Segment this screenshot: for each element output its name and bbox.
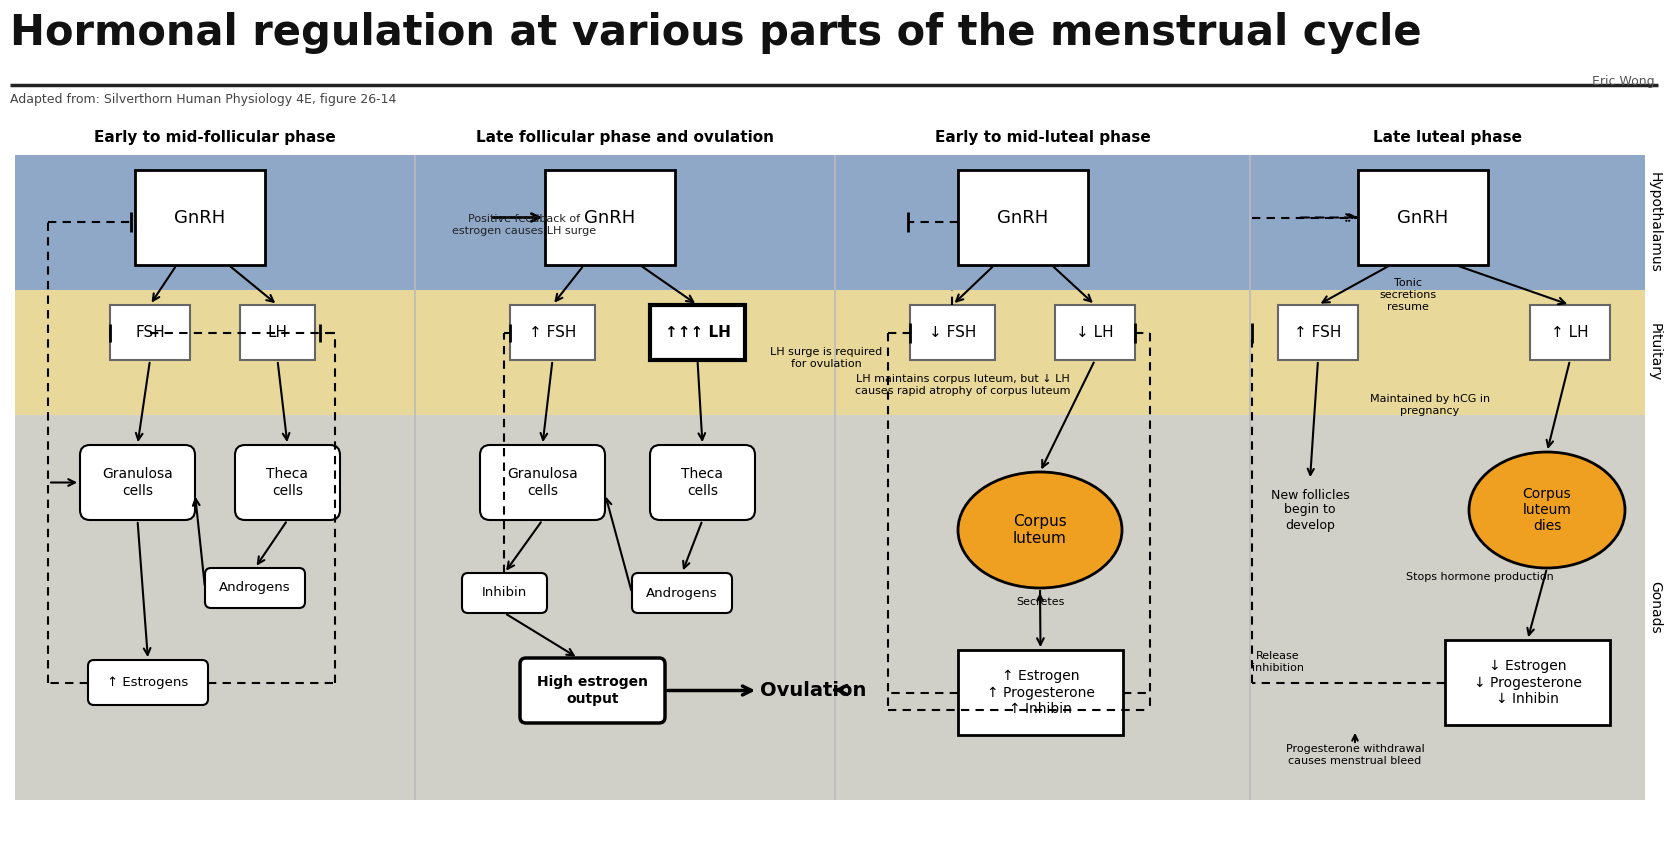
Text: Androgens: Androgens	[646, 586, 717, 600]
Text: Hypothalamus: Hypothalamus	[1648, 172, 1661, 272]
Bar	[15, 155, 1645, 290]
FancyBboxPatch shape	[235, 445, 340, 520]
Text: Androgens: Androgens	[219, 581, 290, 595]
Text: Granulosa
cells: Granulosa cells	[102, 468, 173, 498]
Text: New follicles
begin to
develop: New follicles begin to develop	[1271, 489, 1349, 532]
Bar	[240, 305, 315, 360]
Text: FSH: FSH	[135, 325, 165, 340]
Text: ↑ LH: ↑ LH	[1551, 325, 1590, 340]
Bar	[110, 305, 190, 360]
Text: ↑ FSH: ↑ FSH	[1294, 325, 1341, 340]
FancyBboxPatch shape	[80, 445, 195, 520]
Text: Eric Wong: Eric Wong	[1593, 75, 1655, 88]
Text: Granulosa
cells: Granulosa cells	[507, 468, 577, 498]
Text: Early to mid-follicular phase: Early to mid-follicular phase	[93, 130, 335, 145]
Text: ↑ Estrogen
↑ Progesterone
↑ Inhibin: ↑ Estrogen ↑ Progesterone ↑ Inhibin	[986, 669, 1094, 716]
Text: ↓ Estrogen
↓ Progesterone
↓ Inhibin: ↓ Estrogen ↓ Progesterone ↓ Inhibin	[1473, 659, 1581, 706]
Bar	[957, 650, 1123, 735]
FancyBboxPatch shape	[205, 568, 305, 608]
Text: LH surge is required
for ovulation: LH surge is required for ovulation	[771, 347, 882, 369]
Text: Maintained by hCG in
pregnancy: Maintained by hCG in pregnancy	[1369, 394, 1490, 415]
Text: Release
inhibition: Release inhibition	[1253, 651, 1304, 673]
Bar	[1054, 305, 1134, 360]
Text: ↑↑↑ LH: ↑↑↑ LH	[664, 325, 731, 340]
Text: Theca
cells: Theca cells	[267, 468, 309, 498]
Text: GnRH: GnRH	[175, 209, 225, 226]
Bar	[1530, 305, 1610, 360]
FancyBboxPatch shape	[520, 658, 666, 723]
Ellipse shape	[1470, 452, 1625, 568]
Bar	[911, 305, 996, 360]
Text: LH maintains corpus luteum, but ↓ LH
causes rapid atrophy of corpus luteum: LH maintains corpus luteum, but ↓ LH cau…	[856, 374, 1071, 396]
Text: Late luteal phase: Late luteal phase	[1373, 130, 1521, 145]
Bar	[651, 305, 746, 360]
FancyBboxPatch shape	[88, 660, 208, 705]
Text: ↑ Estrogens: ↑ Estrogens	[107, 676, 188, 689]
Text: GnRH: GnRH	[1398, 209, 1448, 226]
Text: ↓ LH: ↓ LH	[1076, 325, 1114, 340]
Text: Corpus
luteum
dies: Corpus luteum dies	[1523, 487, 1571, 533]
Text: Corpus
luteum: Corpus luteum	[1012, 514, 1068, 546]
FancyBboxPatch shape	[462, 573, 547, 613]
Bar	[957, 170, 1088, 265]
Text: Late follicular phase and ovulation: Late follicular phase and ovulation	[475, 130, 774, 145]
Bar	[15, 290, 1645, 415]
Text: High estrogen
output: High estrogen output	[537, 675, 647, 706]
Text: Secretes: Secretes	[1016, 597, 1064, 607]
Text: ↓ FSH: ↓ FSH	[929, 325, 976, 340]
Text: LH: LH	[267, 325, 287, 340]
Text: Inhibin: Inhibin	[482, 586, 527, 600]
Bar	[15, 415, 1645, 800]
Text: GnRH: GnRH	[584, 209, 636, 226]
Bar	[510, 305, 595, 360]
FancyBboxPatch shape	[651, 445, 756, 520]
Text: Gonads: Gonads	[1648, 581, 1661, 634]
Text: Ovulation: Ovulation	[761, 680, 866, 700]
Text: Pituitary: Pituitary	[1648, 324, 1661, 382]
Bar	[1358, 170, 1488, 265]
Bar	[1278, 305, 1358, 360]
Ellipse shape	[957, 472, 1123, 588]
Text: Positive feedback of
estrogen causes LH surge: Positive feedback of estrogen causes LH …	[452, 214, 595, 235]
Text: Hormonal regulation at various parts of the menstrual cycle: Hormonal regulation at various parts of …	[10, 12, 1421, 54]
Text: Stops hormone production: Stops hormone production	[1406, 572, 1555, 582]
FancyBboxPatch shape	[632, 573, 732, 613]
Text: Early to mid-luteal phase: Early to mid-luteal phase	[934, 130, 1151, 145]
FancyBboxPatch shape	[480, 445, 605, 520]
Bar	[1444, 640, 1610, 725]
Text: Progesterone withdrawal
causes menstrual bleed: Progesterone withdrawal causes menstrual…	[1286, 744, 1424, 766]
Text: GnRH: GnRH	[997, 209, 1049, 226]
Text: Theca
cells: Theca cells	[682, 468, 724, 498]
Text: Tonic
secretions
resume: Tonic secretions resume	[1379, 278, 1436, 312]
Text: ↑ FSH: ↑ FSH	[529, 325, 575, 340]
Bar	[545, 170, 676, 265]
Bar	[135, 170, 265, 265]
Text: Adapted from: Silverthorn Human Physiology 4E, figure 26-14: Adapted from: Silverthorn Human Physiolo…	[10, 93, 397, 106]
